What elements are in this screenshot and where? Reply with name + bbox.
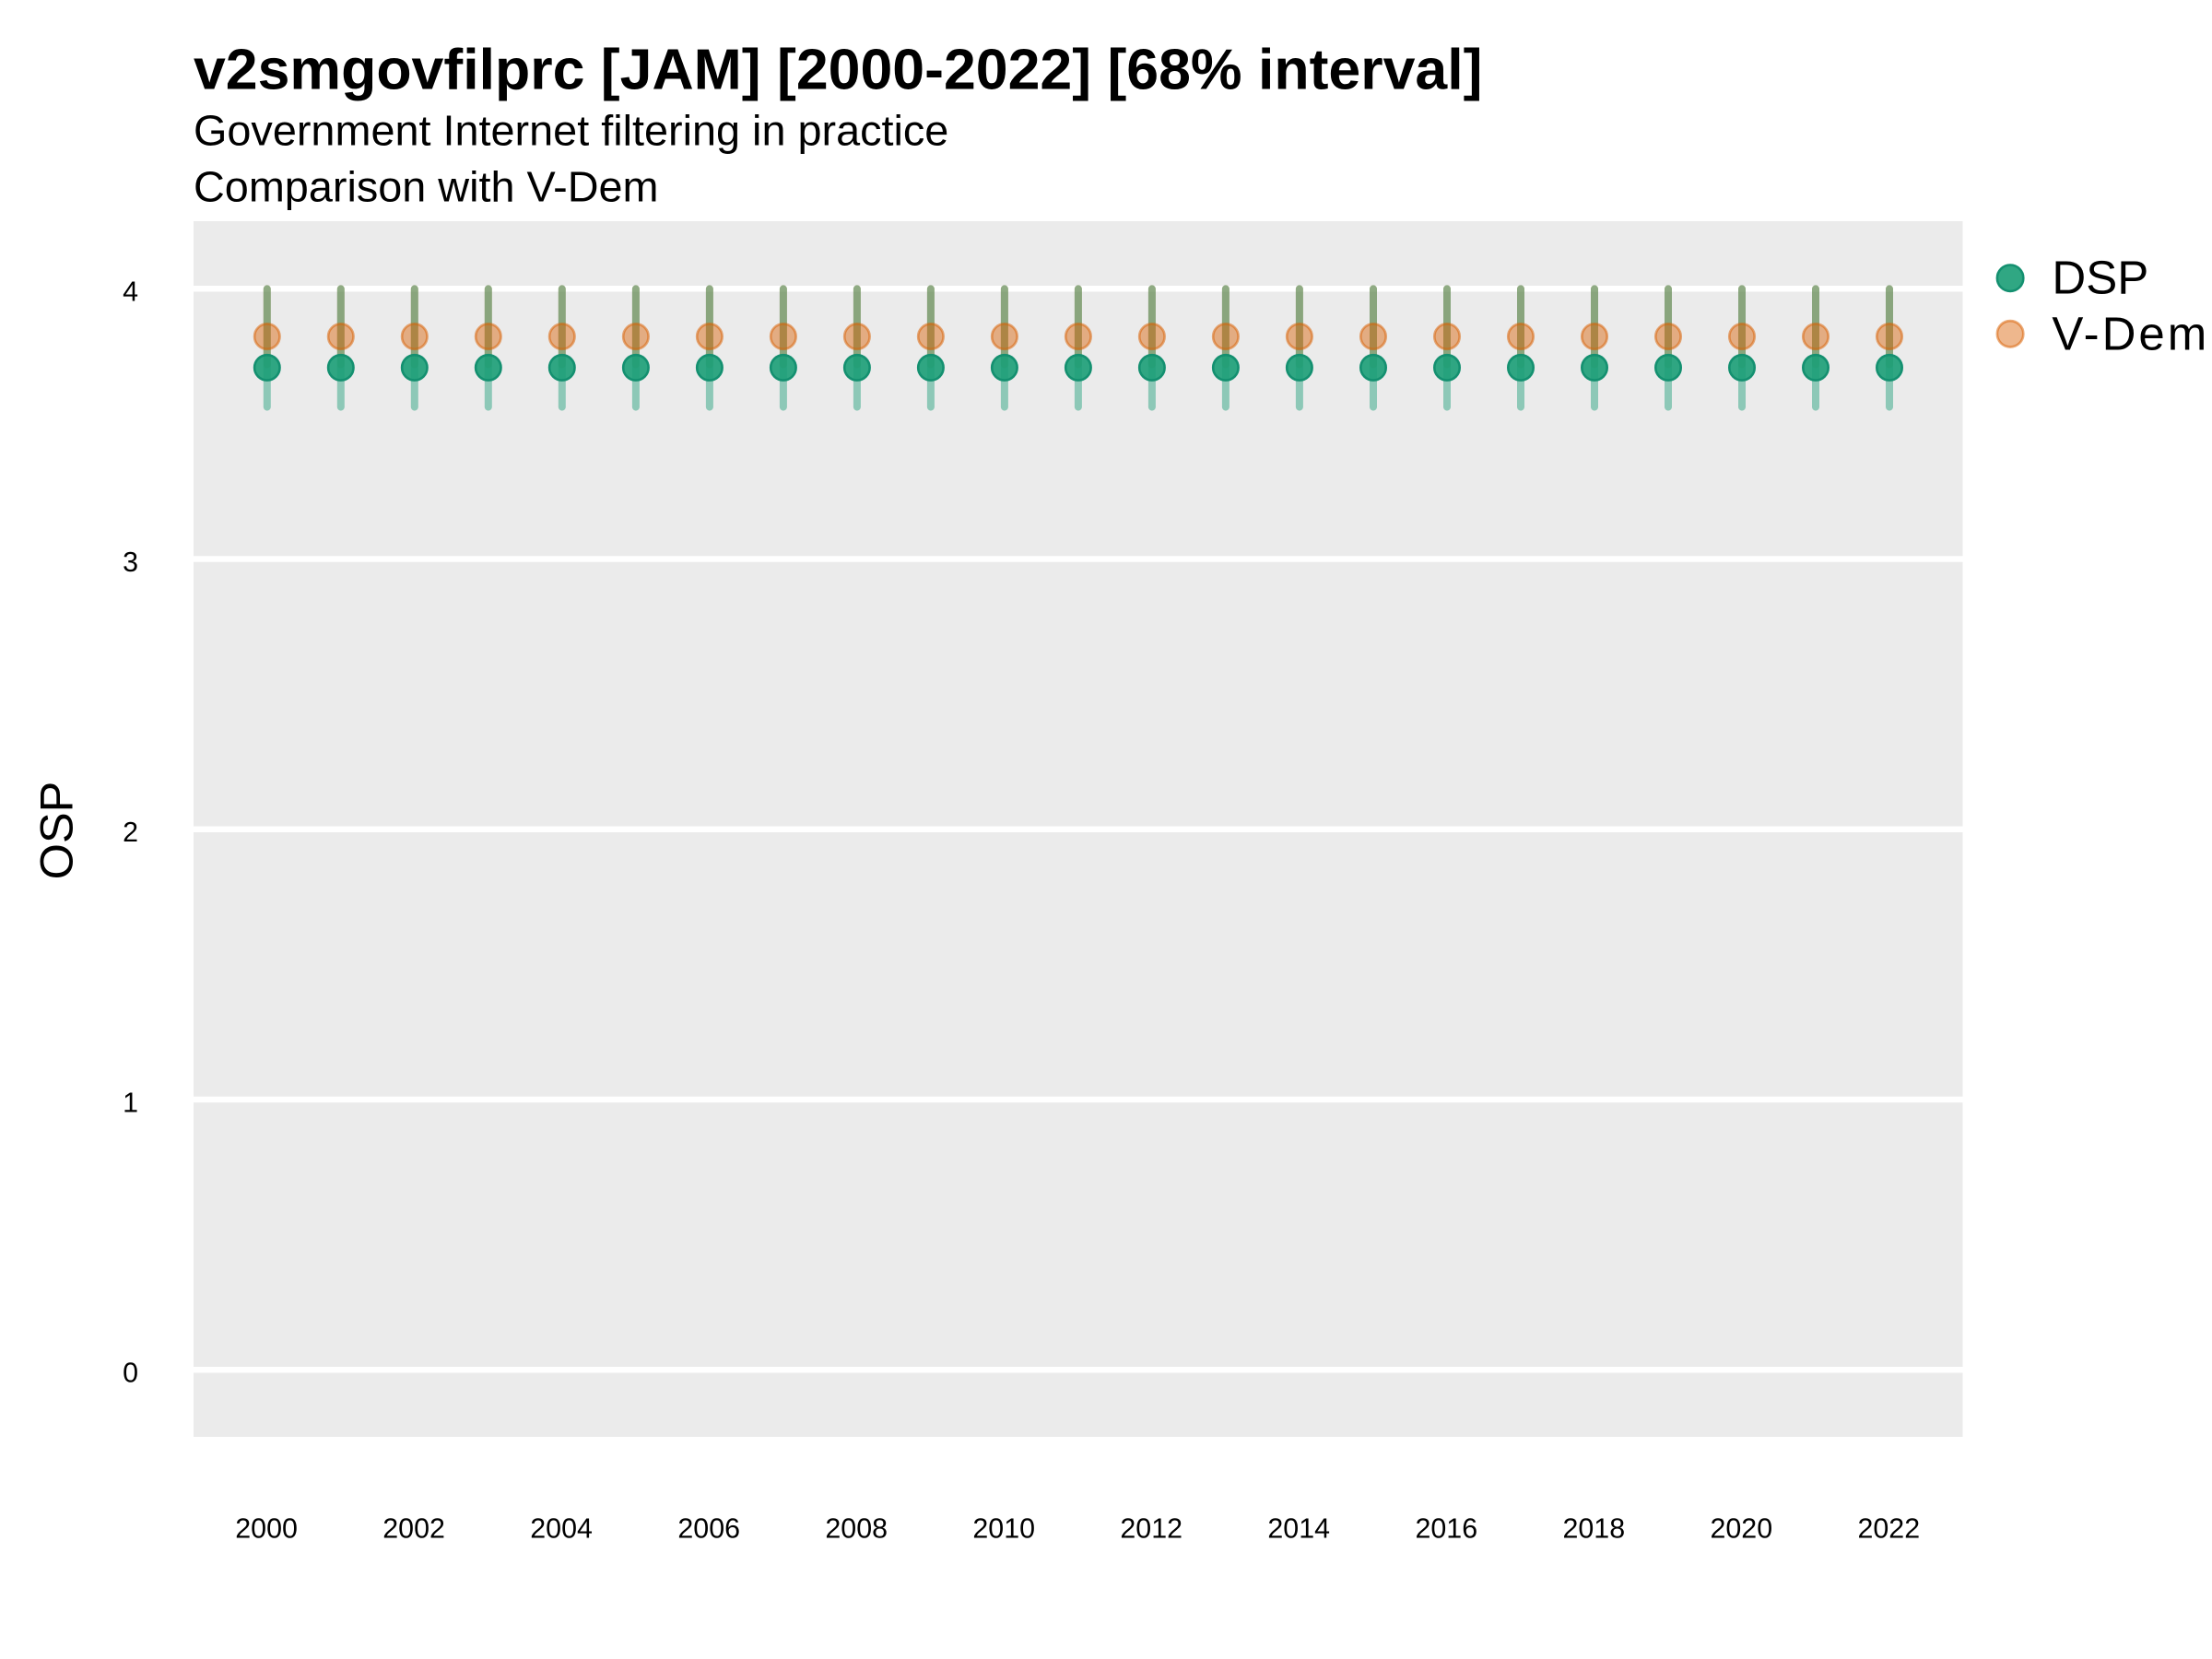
svg-text:2014: 2014 bbox=[1267, 1512, 1330, 1544]
svg-text:2: 2 bbox=[123, 817, 138, 848]
svg-text:2004: 2004 bbox=[530, 1512, 593, 1544]
svg-text:2008: 2008 bbox=[825, 1512, 888, 1544]
svg-text:2016: 2016 bbox=[1415, 1512, 1477, 1544]
svg-text:DSP: DSP bbox=[2052, 251, 2148, 303]
svg-text:2006: 2006 bbox=[677, 1512, 740, 1544]
svg-text:0: 0 bbox=[123, 1358, 138, 1389]
svg-text:2002: 2002 bbox=[382, 1512, 445, 1544]
svg-text:2012: 2012 bbox=[1120, 1512, 1182, 1544]
svg-text:2022: 2022 bbox=[1857, 1512, 1920, 1544]
svg-text:Government Internet filtering: Government Internet filtering in practic… bbox=[194, 107, 948, 155]
svg-text:3: 3 bbox=[123, 547, 138, 578]
svg-text:OSP: OSP bbox=[30, 782, 83, 880]
svg-text:2018: 2018 bbox=[1562, 1512, 1625, 1544]
svg-text:Comparison with V-Dem: Comparison with V-Dem bbox=[194, 163, 659, 211]
svg-text:2010: 2010 bbox=[972, 1512, 1035, 1544]
svg-text:2020: 2020 bbox=[1710, 1512, 1772, 1544]
svg-text:2000: 2000 bbox=[235, 1512, 298, 1544]
svg-text:v2smgovfilprc [JAM] [2000-2022: v2smgovfilprc [JAM] [2000-2022] [68% int… bbox=[194, 37, 1482, 101]
svg-text:1: 1 bbox=[123, 1088, 138, 1119]
svg-text:4: 4 bbox=[123, 276, 138, 308]
svg-text:V-Dem: V-Dem bbox=[2052, 308, 2209, 360]
